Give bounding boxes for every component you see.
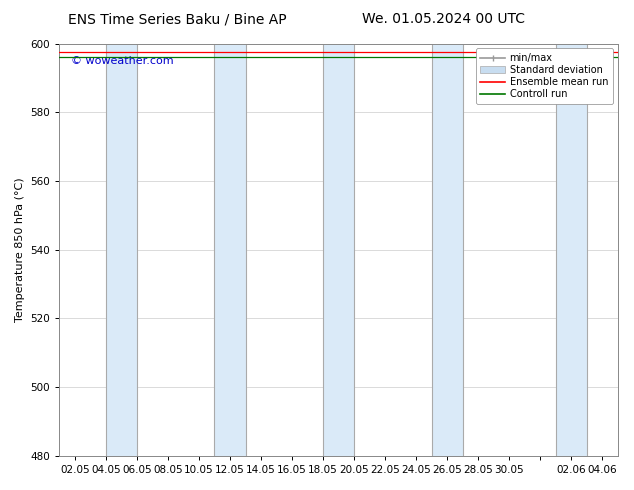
- Bar: [556, 44, 587, 456]
- Text: We. 01.05.2024 00 UTC: We. 01.05.2024 00 UTC: [362, 12, 526, 26]
- Legend: min/max, Standard deviation, Ensemble mean run, Controll run: min/max, Standard deviation, Ensemble me…: [476, 49, 613, 104]
- Text: ENS Time Series Baku / Bine AP: ENS Time Series Baku / Bine AP: [68, 12, 287, 26]
- Bar: [432, 44, 463, 456]
- Text: © woweather.com: © woweather.com: [70, 56, 173, 66]
- Bar: [323, 44, 354, 456]
- Y-axis label: Temperature 850 hPa (°C): Temperature 850 hPa (°C): [15, 177, 25, 322]
- Bar: [106, 44, 137, 456]
- Bar: [214, 44, 245, 456]
